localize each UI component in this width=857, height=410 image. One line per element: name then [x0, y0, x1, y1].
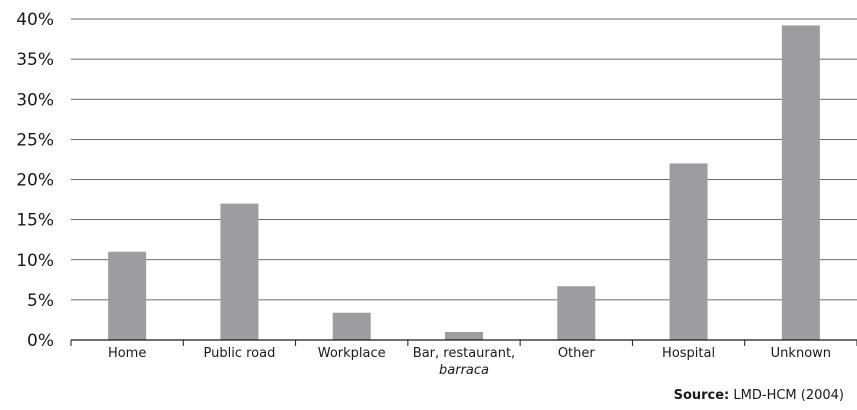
bar — [108, 251, 147, 340]
y-tick-label: 20% — [16, 171, 54, 191]
y-tick-label: 25% — [16, 130, 54, 150]
x-category-label: Workplace — [318, 346, 386, 361]
y-tick-label: 10% — [16, 251, 54, 271]
x-category-label: Bar, restaurant, — [413, 346, 515, 361]
x-category-label: Home — [108, 346, 146, 361]
x-category-label: Other — [558, 346, 596, 361]
bar — [557, 286, 596, 340]
grid-lines — [71, 18, 857, 301]
y-tick-label: 35% — [16, 50, 54, 70]
source-text: LMD-HCM (2004) — [733, 388, 844, 403]
source-note: Source: LMD-HCM (2004) — [674, 388, 844, 403]
bar — [220, 203, 259, 340]
x-category-label: Unknown — [771, 346, 831, 361]
x-category-label: barraca — [439, 363, 489, 378]
y-tick-label: 5% — [27, 291, 54, 311]
x-axis-category-labels: Home Public road Workplace Bar, restaurant,… — [108, 346, 831, 378]
bar — [669, 163, 708, 340]
y-tick-label: 15% — [16, 211, 54, 231]
y-axis-tick-labels: 0% 5% 10% 15% 20% 25% 30% 35% 40% — [16, 10, 54, 351]
x-axis — [70, 339, 857, 346]
x-category-label: Hospital — [662, 346, 715, 361]
bars — [108, 25, 820, 340]
y-tick-label: 40% — [16, 10, 54, 30]
y-tick-label: 0% — [27, 331, 54, 351]
x-category-label: Public road — [204, 346, 276, 361]
y-tick-label: 30% — [16, 90, 54, 110]
bar — [781, 25, 820, 340]
bar — [332, 312, 371, 340]
bar — [445, 331, 483, 340]
source-label: Source: — [673, 388, 730, 403]
